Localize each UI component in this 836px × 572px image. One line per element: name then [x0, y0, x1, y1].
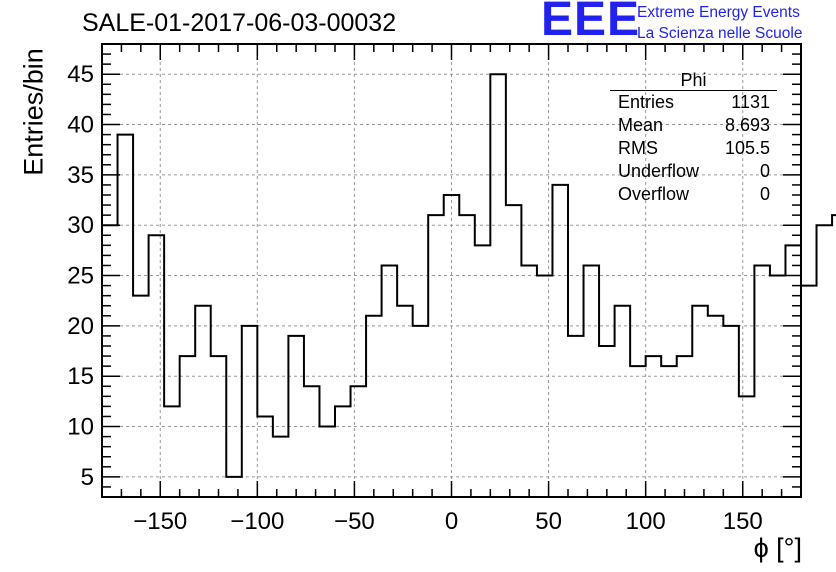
- y-tick-label: 25: [67, 263, 94, 290]
- x-tick-label: 0: [445, 508, 458, 535]
- y-tick-label: 30: [67, 212, 94, 239]
- stats-label: Entries: [618, 92, 675, 112]
- stats-value: 105.5: [724, 138, 770, 158]
- y-tick-label: 15: [67, 363, 94, 390]
- x-axis-label: ϕ [°]: [753, 533, 802, 563]
- chart-title: SALE-01-2017-06-03-00032: [82, 9, 397, 37]
- y-tick-label: 20: [67, 313, 94, 340]
- stats-title: Phi: [610, 70, 777, 91]
- y-tick-label: 40: [67, 112, 94, 139]
- logo-tagline-2: La Scienza nelle Scuole: [637, 25, 803, 42]
- stats-row-rms: RMS 105.5: [610, 137, 777, 160]
- stats-value: 1131: [731, 92, 770, 112]
- y-tick-labels: 5 10 15 20 25 30 35 40 45: [67, 61, 94, 491]
- x-tick-label: 50: [535, 508, 562, 535]
- stats-value: 0: [759, 161, 770, 181]
- x-tick-label: −150: [133, 508, 187, 535]
- stats-row-mean: Mean 8.693: [610, 114, 777, 137]
- logo-tagline-1: Extreme Energy Events: [637, 4, 800, 21]
- y-axis-label: Entries/bin: [18, 48, 49, 176]
- stats-value: 0: [759, 184, 770, 204]
- stats-value: 8.693: [724, 115, 770, 135]
- x-tick-label: −100: [230, 508, 284, 535]
- y-tick-label: 5: [81, 464, 94, 491]
- stats-label: Underflow: [618, 161, 700, 181]
- stats-label: RMS: [618, 138, 658, 158]
- histogram-line: [102, 73, 836, 478]
- y-tick-label: 10: [67, 414, 94, 441]
- plot-frame: [101, 43, 802, 498]
- eee-logo: EEE: [541, 0, 641, 46]
- stats-label: Overflow: [618, 184, 690, 204]
- stats-row-overflow: Overflow 0: [610, 183, 777, 206]
- x-tick-labels: −150 −100 −50 0 50 100 150: [133, 508, 763, 535]
- x-tick-label: 100: [626, 508, 666, 535]
- stats-label: Mean: [618, 115, 664, 135]
- y-tick-label: 35: [67, 162, 94, 189]
- x-tick-label: 150: [723, 508, 763, 535]
- stats-row-entries: Entries 1131: [610, 91, 777, 114]
- stats-row-underflow: Underflow 0: [610, 160, 777, 183]
- grid-lines: [102, 44, 801, 497]
- x-tick-label: −50: [334, 508, 375, 535]
- y-tick-label: 45: [67, 61, 94, 88]
- axis-ticks: [101, 44, 802, 497]
- stats-box: Phi Entries 1131 Mean 8.693 RMS 105.5 Un…: [610, 70, 777, 206]
